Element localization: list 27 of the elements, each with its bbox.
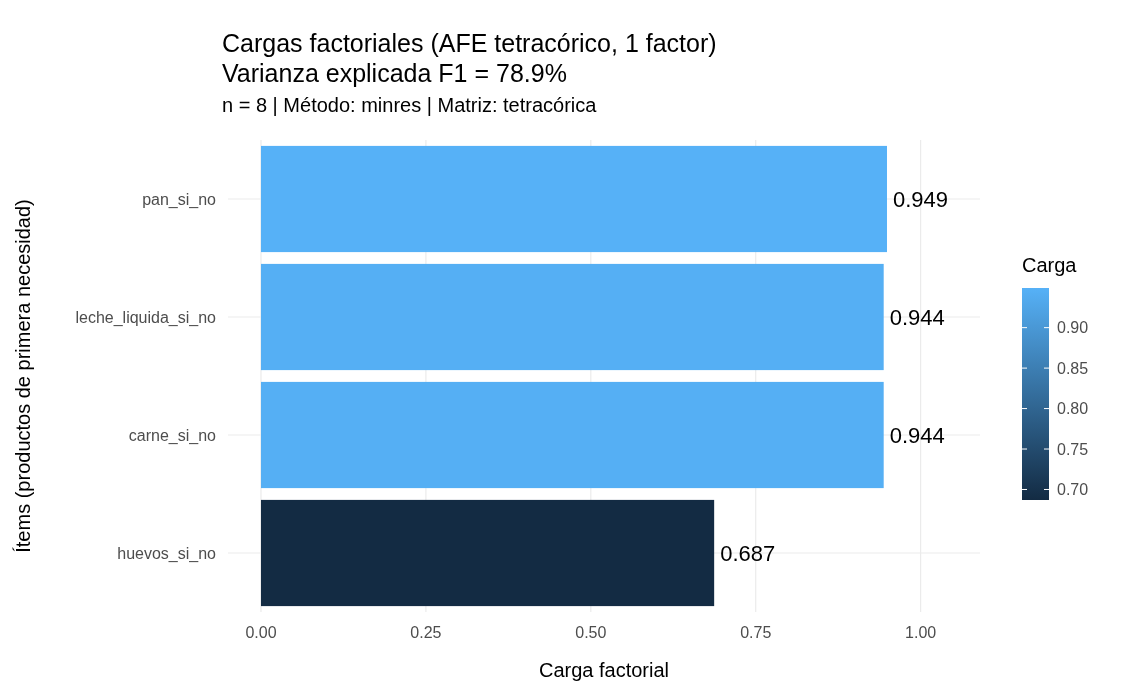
y-tick-label: huevos_si_no — [117, 544, 217, 563]
color-bar-label: 0.70 — [1057, 480, 1089, 498]
bar — [260, 145, 887, 253]
data-label: 0.949 — [892, 186, 949, 212]
bar — [260, 499, 715, 607]
y-tick-label: carne_si_no — [128, 426, 217, 445]
data-label: 0.944 — [889, 422, 945, 448]
x-axis-title: Carga factorial — [538, 659, 670, 681]
color-bar-label: 0.80 — [1057, 400, 1089, 418]
x-tick-label: 1.00 — [905, 624, 937, 641]
y-tick-label: leche_liquida_si_no — [75, 308, 217, 327]
chart-subtitle: n = 8 | Método: minres | Matriz: tetracórica — [222, 94, 598, 116]
bar — [260, 263, 884, 371]
x-tick-label: 0.00 — [245, 624, 277, 641]
y-tick-label: pan_si_no — [142, 190, 217, 209]
chart-title: Cargas factoriales (AFE tetracórico, 1 factor) Varianza explicada F1 = 78.9% — [222, 29, 717, 87]
x-tick-label: 0.50 — [575, 624, 607, 641]
x-tick-label: 0.75 — [740, 624, 772, 641]
color-bar-title: Carga — [1022, 254, 1078, 276]
data-label: 0.944 — [889, 304, 945, 330]
data-label: 0.687 — [720, 540, 776, 566]
color-bar-label: 0.75 — [1057, 440, 1089, 458]
bar — [260, 381, 884, 489]
color-bar-label: 0.85 — [1057, 359, 1089, 377]
color-bar-label: 0.90 — [1057, 319, 1089, 337]
y-axis-title: Ítems (productos de primera necesidad) — [12, 199, 34, 553]
x-tick-label: 0.25 — [410, 624, 442, 641]
